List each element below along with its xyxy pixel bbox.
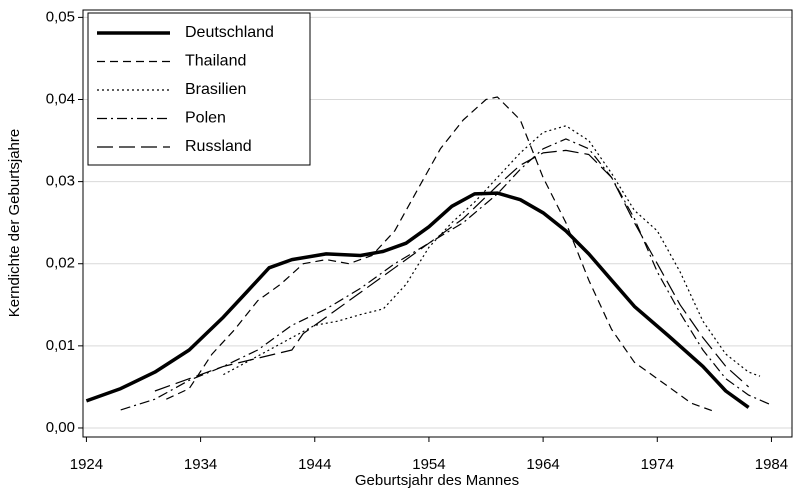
legend: Deutschland Thailand Brasilien Polen Russlan… bbox=[87, 12, 311, 166]
series-line bbox=[154, 149, 750, 392]
series-line bbox=[85, 191, 750, 409]
y-tick-label: 0,01 bbox=[46, 337, 75, 354]
series-line bbox=[166, 96, 715, 413]
legend-label: Brasilien bbox=[185, 81, 246, 98]
legend-label: Deutschland bbox=[185, 24, 274, 41]
series-line bbox=[120, 138, 772, 411]
x-tick-label: 1964 bbox=[526, 456, 559, 473]
y-tick-label: 0,03 bbox=[46, 173, 75, 190]
x-axis-label: Geburtsjahr des Mannes bbox=[355, 472, 519, 489]
x-tick-label: 1944 bbox=[298, 456, 331, 473]
y-axis-label: Kerndichte der Geburtsjahre bbox=[6, 129, 23, 317]
series-line bbox=[223, 125, 761, 377]
plot-frame bbox=[82, 9, 793, 438]
x-tick-label: 1924 bbox=[70, 456, 103, 473]
x-tick-label: 1934 bbox=[184, 456, 217, 473]
x-tick-label: 1974 bbox=[641, 456, 674, 473]
legend-label: Russland bbox=[185, 138, 252, 155]
y-tick-label: 0,02 bbox=[46, 255, 75, 272]
legend-label: Thailand bbox=[185, 53, 246, 70]
x-tick-label: 1984 bbox=[755, 456, 788, 473]
legend-label: Polen bbox=[185, 110, 226, 127]
x-tick-label: 1954 bbox=[412, 456, 445, 473]
y-tick-label: 0,05 bbox=[46, 8, 75, 25]
y-tick-label: 0,00 bbox=[46, 419, 75, 436]
legend-box bbox=[87, 12, 311, 166]
y-tick-label: 0,04 bbox=[46, 90, 75, 107]
